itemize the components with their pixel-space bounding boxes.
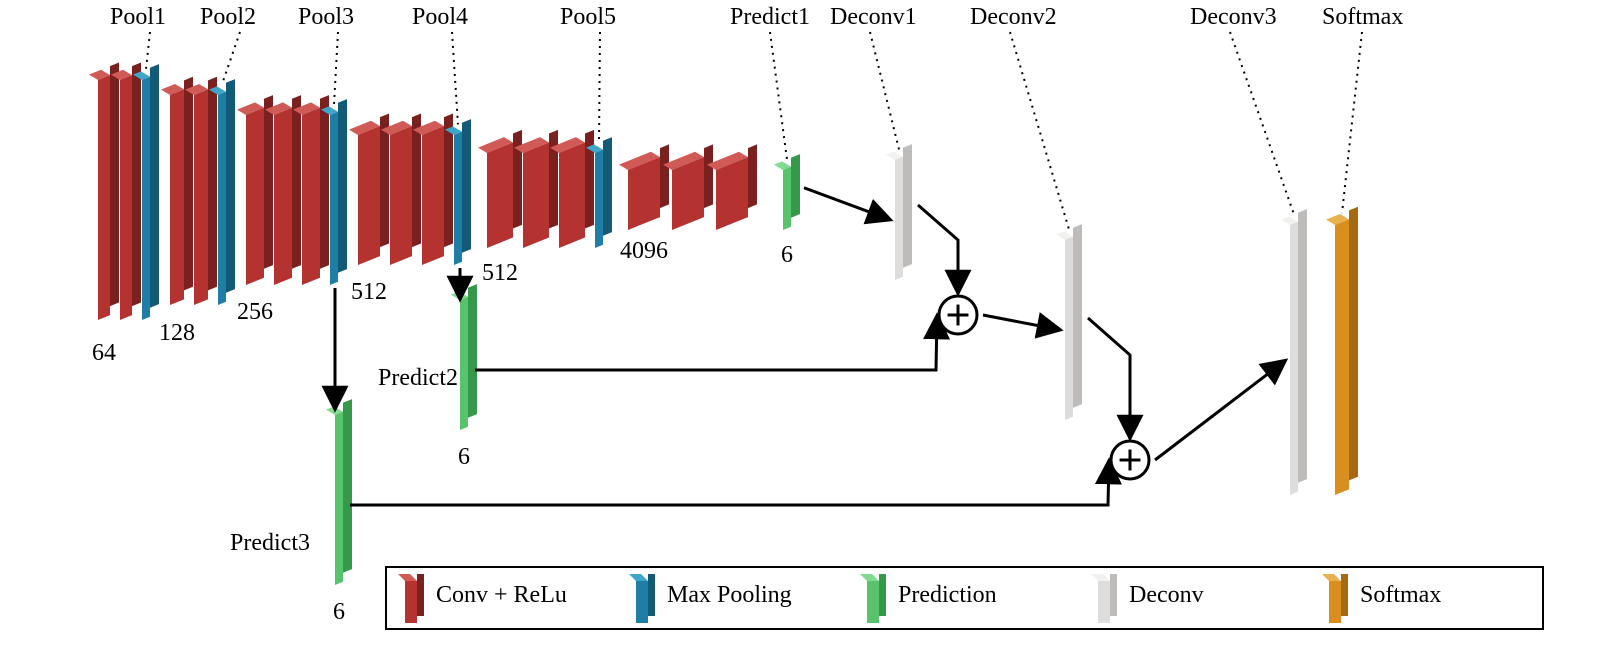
- block-predict1: [783, 167, 791, 230]
- block-conv2-2: [194, 89, 208, 305]
- channel-label-conv4-1: 512: [351, 279, 387, 306]
- legend-label-conv: Conv + ReLu: [436, 582, 567, 609]
- arrow-a-pred1-deconv1: [804, 188, 891, 220]
- block-deconv3: [1290, 222, 1298, 495]
- legend-label-pool: Max Pooling: [667, 582, 792, 609]
- adder-add2: [1111, 441, 1149, 479]
- block-conv3-2: [274, 108, 292, 285]
- dotted-deconv2: [1010, 32, 1069, 229]
- top-label-pool4: Pool4: [412, 4, 468, 31]
- dotted-pool3: [334, 32, 338, 104]
- adder-add1: [939, 296, 977, 334]
- channel-label-fc6: 4096: [620, 238, 668, 265]
- channel-label-conv2-1: 128: [159, 320, 195, 347]
- channel-label-conv1-1: 64: [92, 340, 116, 367]
- legend-label-softmax: Softmax: [1360, 582, 1441, 609]
- side-label-predict2: Predict2: [378, 365, 458, 392]
- overlay-under: [0, 0, 1621, 664]
- arrow-a-deconv1-add1: [918, 205, 958, 294]
- top-label-softmax: Softmax: [1322, 4, 1403, 31]
- block-conv5-3: [559, 142, 585, 248]
- block-fc8: [716, 157, 748, 230]
- dotted-pool2: [222, 32, 240, 84]
- arrow-a-deconv2-add2: [1088, 318, 1130, 439]
- top-label-pool5: Pool5: [560, 4, 616, 31]
- dotted-predict1: [770, 32, 787, 159]
- top-label-pool3: Pool3: [298, 4, 354, 31]
- top-label-pool1: Pool1: [110, 4, 166, 31]
- legend-swatch-conv: [405, 581, 417, 623]
- overlay-over: [0, 0, 1621, 664]
- block-pool5: [595, 149, 603, 247]
- block-conv4-2: [390, 126, 412, 265]
- block-deconv1: [895, 157, 903, 280]
- dotted-pool4: [452, 32, 458, 124]
- legend-swatch-pred: [867, 581, 879, 623]
- block-conv4-1: [358, 126, 380, 265]
- channel-label-predict2: 6: [458, 444, 470, 471]
- block-predict3: [335, 412, 343, 585]
- block-conv4-3: [422, 126, 444, 265]
- dotted-pool1: [146, 32, 150, 69]
- arrow-a-add2-deconv3: [1155, 360, 1286, 460]
- block-conv5-1: [487, 142, 513, 248]
- block-conv3-3: [302, 108, 320, 285]
- legend-swatch-pool: [636, 581, 648, 623]
- legend-label-pred: Prediction: [898, 582, 997, 609]
- top-label-deconv3: Deconv3: [1190, 4, 1277, 31]
- legend-swatch-deconv: [1098, 581, 1110, 623]
- legend-swatch-softmax: [1329, 581, 1341, 623]
- arrow-a-pred2-add1: [475, 315, 937, 370]
- top-label-pool2: Pool2: [200, 4, 256, 31]
- channel-label-conv5-1: 512: [482, 260, 518, 287]
- block-softmax: [1335, 219, 1349, 495]
- top-label-deconv1: Deconv1: [830, 4, 917, 31]
- block-pool3: [330, 112, 338, 285]
- side-label-predict3: Predict3: [230, 530, 310, 557]
- block-pool2: [218, 92, 226, 305]
- dotted-deconv1: [870, 32, 899, 149]
- block-conv5-2: [523, 142, 549, 248]
- top-label-deconv2: Deconv2: [970, 4, 1057, 31]
- dotted-deconv3: [1230, 32, 1294, 214]
- block-conv2-1: [170, 89, 184, 305]
- arrow-a-add1-deconv2: [983, 315, 1061, 330]
- top-label-predict1: Predict1: [730, 4, 810, 31]
- block-fc7: [672, 157, 704, 230]
- block-fc6: [628, 157, 660, 230]
- dotted-pool5: [599, 32, 600, 142]
- block-predict2: [460, 297, 468, 430]
- legend-label-deconv: Deconv: [1129, 582, 1204, 609]
- channel-label-conv3-1: 256: [237, 299, 273, 326]
- block-conv1-1: [98, 75, 110, 320]
- block-pool1: [142, 77, 150, 320]
- block-conv3-1: [246, 108, 264, 285]
- block-pool4: [454, 132, 462, 265]
- block-conv1-2: [120, 75, 132, 320]
- dotted-softmax: [1342, 32, 1362, 213]
- channel-label-predict1: 6: [781, 242, 793, 269]
- block-deconv2: [1065, 237, 1073, 420]
- channel-label-predict3: 6: [333, 599, 345, 626]
- diagram-stage: Pool1Pool2Pool3Pool4Pool5Predict1Deconv1…: [0, 0, 1621, 664]
